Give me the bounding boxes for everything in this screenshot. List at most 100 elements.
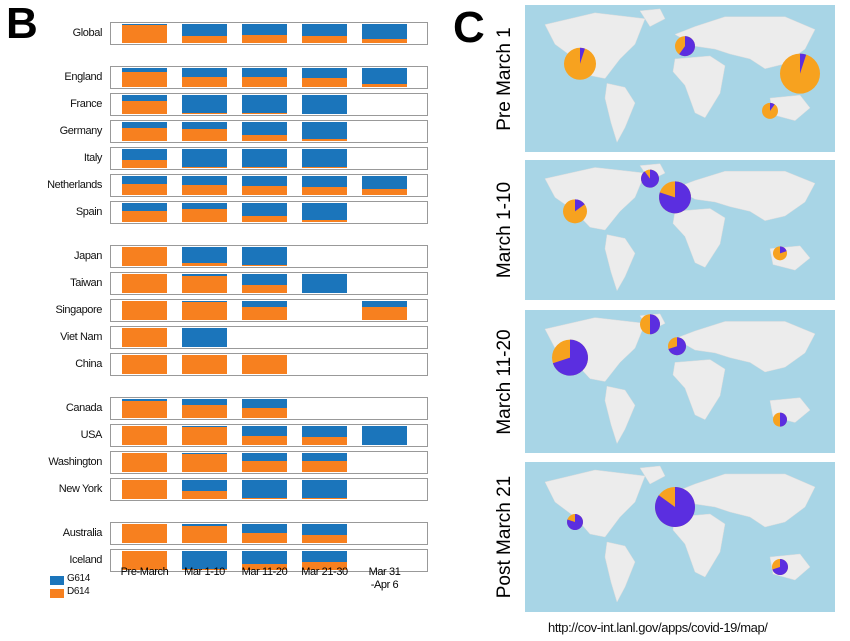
bar-segment xyxy=(302,498,347,499)
bar-segment xyxy=(242,176,287,187)
row-box xyxy=(110,299,428,322)
pie-slice xyxy=(659,181,691,214)
bar-segment xyxy=(182,491,227,499)
bar-segment xyxy=(242,355,287,374)
row-box xyxy=(110,93,428,116)
bar-segment xyxy=(302,176,347,188)
bar-segment xyxy=(362,301,407,307)
bar-segment xyxy=(242,399,287,408)
x-tick-label: Mar 21-30 xyxy=(301,566,348,578)
bar-segment xyxy=(242,265,287,266)
map-title: March 1-10 xyxy=(494,181,515,279)
bar-segment xyxy=(182,24,227,37)
bar-segment xyxy=(242,76,287,87)
bar-segment xyxy=(242,435,287,445)
bar-segment xyxy=(302,68,347,79)
row-label: Australia xyxy=(62,527,103,539)
bar-segment xyxy=(122,203,167,211)
bar-segment xyxy=(242,524,287,533)
bar-segment xyxy=(182,524,227,526)
bar-segment xyxy=(242,216,287,222)
bar-segment xyxy=(362,39,407,43)
row-label: Canada xyxy=(65,402,103,414)
bar-segment xyxy=(182,113,227,114)
row-box xyxy=(110,245,428,268)
bar-segment xyxy=(242,564,287,570)
pie-slice xyxy=(800,53,807,74)
bar-segment xyxy=(362,176,407,190)
bar-segment xyxy=(122,551,167,570)
bar-segment xyxy=(122,24,167,43)
row-box xyxy=(110,147,428,170)
bar-segment xyxy=(122,355,167,374)
row-label: Viet Nam xyxy=(60,331,102,343)
bar-segment xyxy=(182,301,227,320)
bar-segment xyxy=(122,453,167,472)
row-box xyxy=(110,174,428,197)
bar-segment xyxy=(302,562,347,570)
bar-segment xyxy=(302,426,347,438)
bar-segment xyxy=(362,84,407,87)
row-box xyxy=(110,424,428,447)
world-map xyxy=(525,462,835,612)
bar-segment xyxy=(302,187,347,195)
row-box xyxy=(110,66,428,89)
bar-segment xyxy=(122,426,167,445)
bar-segment xyxy=(242,247,287,266)
bar-segment xyxy=(122,71,167,87)
bar-segment xyxy=(182,263,227,266)
legend-swatch xyxy=(50,589,64,598)
pie xyxy=(564,47,596,80)
bar-segment xyxy=(362,306,407,320)
bar-segment xyxy=(122,210,167,222)
bar-segment xyxy=(122,176,167,184)
bar-segment xyxy=(242,135,287,141)
bar-segment xyxy=(242,532,287,543)
bar-segment xyxy=(302,460,347,472)
row-label: France xyxy=(70,98,102,110)
bar-segment xyxy=(182,203,227,209)
bar-segment xyxy=(182,149,227,168)
x-tick-label: Mar 1-10 xyxy=(184,566,225,578)
bar-segment xyxy=(242,460,287,472)
bar-segment xyxy=(302,95,347,114)
bar-segment xyxy=(302,274,347,293)
bar-segment xyxy=(362,189,407,195)
pie-slice xyxy=(772,559,788,575)
bar-segment xyxy=(182,176,227,185)
bar-segment xyxy=(242,35,287,43)
bar-segment xyxy=(242,306,287,320)
bar-segment xyxy=(302,480,347,499)
pie-slice xyxy=(655,487,695,527)
bar-segment xyxy=(182,275,227,293)
bar-segment xyxy=(302,149,347,168)
pie-slice xyxy=(650,314,660,335)
legend-label: D614 xyxy=(67,586,90,597)
pie-slice xyxy=(770,102,775,111)
bar-segment xyxy=(302,167,347,168)
bar-segment xyxy=(302,220,347,222)
panel-label: C xyxy=(453,3,485,52)
row-label: Iceland xyxy=(69,554,102,566)
pie-slice xyxy=(780,412,787,427)
bar-segment xyxy=(302,551,347,563)
bar-segment xyxy=(182,551,227,570)
bar-segment xyxy=(242,498,287,499)
pie-slice xyxy=(580,47,585,64)
bar-segment xyxy=(182,274,227,276)
world-map xyxy=(525,310,835,453)
bar-segment xyxy=(182,167,227,168)
bar-segment xyxy=(242,480,287,499)
bar-segment xyxy=(122,122,167,128)
pie-slice xyxy=(679,36,695,57)
row-box xyxy=(110,201,428,224)
bar-segment xyxy=(122,68,167,72)
bar-segment xyxy=(122,400,167,418)
row-label: Taiwan xyxy=(70,277,102,289)
bar-segment xyxy=(242,167,287,168)
row-label: Washington xyxy=(48,456,102,468)
row-label: USA xyxy=(80,429,103,441)
bar-segment xyxy=(182,122,227,129)
bar-segment xyxy=(122,95,167,101)
row-label: New York xyxy=(58,483,103,495)
